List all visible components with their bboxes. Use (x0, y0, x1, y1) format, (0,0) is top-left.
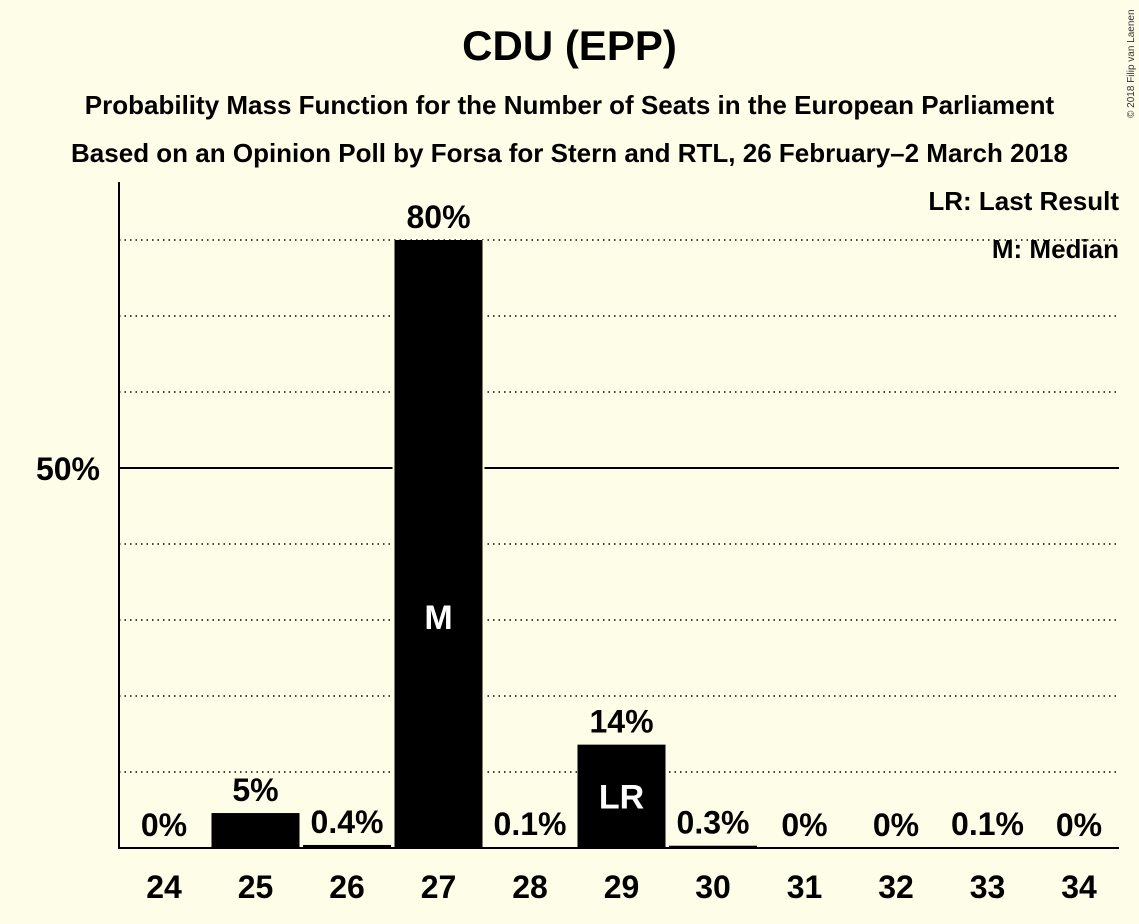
chart-subtitle-line-1: Probability Mass Function for the Number… (84, 90, 1055, 120)
x-tick-label-25: 25 (238, 869, 274, 905)
value-label-34: 0% (1056, 807, 1102, 843)
value-label-28: 0.1% (494, 806, 567, 842)
value-label-30: 0.3% (677, 805, 750, 841)
labels: 50% 0% 24 5% 25 0.4% 26 80% 27 M 0.1% 28 14% 29 LR 0.3%… (36, 199, 1102, 905)
bars (211, 240, 1032, 849)
x-tick-label-33: 33 (970, 869, 1006, 905)
value-label-31: 0% (781, 807, 827, 843)
x-tick-label-27: 27 (421, 869, 457, 905)
x-tick-label-30: 30 (695, 869, 731, 905)
x-tick-label-34: 34 (1061, 869, 1097, 905)
x-tick-label-32: 32 (878, 869, 914, 905)
value-label-24: 0% (141, 807, 187, 843)
bar-27 (394, 240, 483, 848)
x-tick-label-31: 31 (787, 869, 823, 905)
x-tick-label-26: 26 (329, 869, 365, 905)
bar-26 (303, 844, 391, 848)
x-tick-label-29: 29 (604, 869, 640, 905)
value-label-26: 0.4% (311, 804, 384, 840)
value-label-25: 5% (232, 772, 278, 808)
value-label-32: 0% (873, 807, 919, 843)
bar-marker-lr: LR (599, 778, 644, 816)
bar-25 (211, 813, 300, 848)
chart-subtitle-line-2: Based on an Opinion Poll by Forsa for St… (71, 138, 1068, 168)
bar-marker-m: M (424, 599, 452, 637)
x-tick-label-28: 28 (512, 869, 548, 905)
value-label-27: 80% (406, 199, 470, 235)
x-tick-label-24: 24 (146, 869, 182, 905)
bar-30 (669, 845, 757, 848)
legend-median: M: Median (991, 234, 1119, 264)
value-label-29: 14% (589, 704, 653, 740)
y-tick-label: 50% (36, 451, 100, 487)
gridlines (119, 239, 1119, 773)
chart-title: CDU (EPP) (462, 22, 677, 69)
bar-29 (577, 744, 666, 848)
legend-last-result: LR: Last Result (928, 186, 1119, 216)
value-label-33: 0.1% (951, 806, 1024, 842)
